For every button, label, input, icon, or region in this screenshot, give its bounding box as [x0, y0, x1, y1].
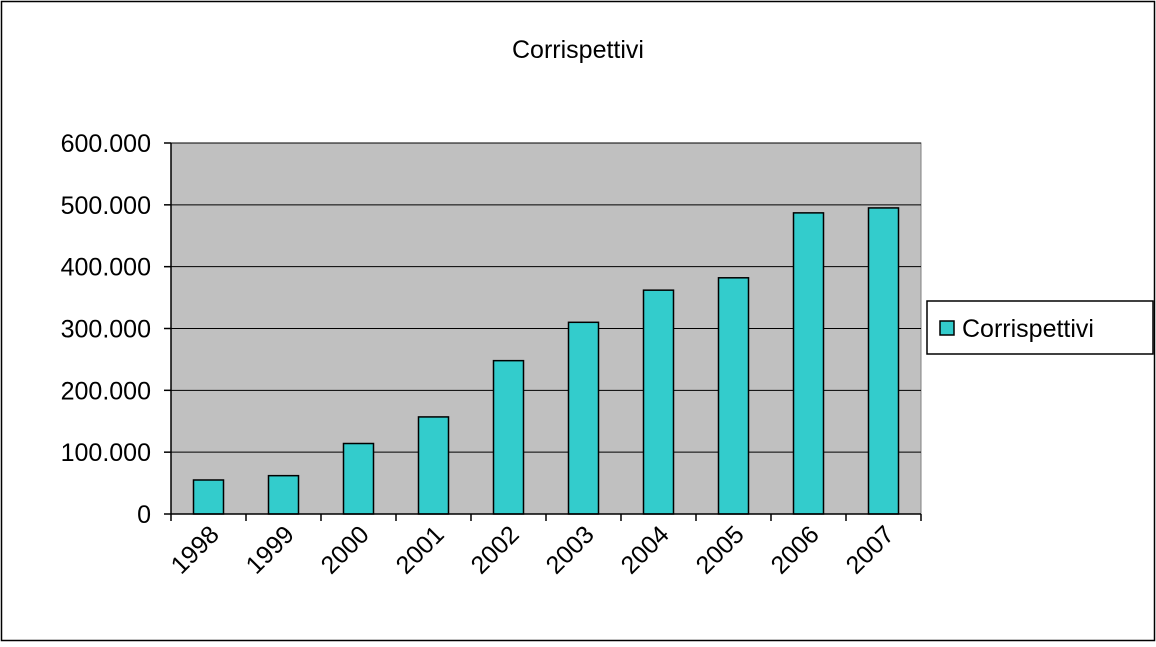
bar	[267, 474, 300, 515]
bar	[342, 442, 375, 515]
bar	[867, 207, 900, 515]
legend-box	[926, 300, 1154, 355]
y-tick-label: 400.000	[61, 254, 151, 282]
y-tick-label: 100.000	[61, 439, 151, 467]
bar-series	[192, 207, 900, 515]
y-tick-label: 500.000	[61, 192, 151, 220]
legend-label: Corrispettivi	[962, 315, 1094, 343]
legend: Corrispettivi	[926, 300, 1154, 355]
legend-swatch	[939, 320, 955, 336]
y-tick-label: 0	[137, 501, 151, 529]
bar	[417, 416, 450, 515]
bar	[717, 277, 750, 515]
bar	[642, 289, 675, 515]
y-tick-labels: 0 100.000 200.000 300.000 400.000 500.000 600.…	[61, 130, 151, 529]
bar	[192, 479, 225, 515]
axes	[164, 142, 922, 521]
bar	[492, 359, 525, 515]
bar	[792, 212, 825, 515]
y-tick-label: 200.000	[61, 377, 151, 405]
bar	[567, 321, 600, 515]
y-tick-label: 600.000	[61, 130, 151, 158]
chart-title: Corrispettivi	[512, 36, 644, 64]
y-tick-label: 300.000	[61, 316, 151, 344]
